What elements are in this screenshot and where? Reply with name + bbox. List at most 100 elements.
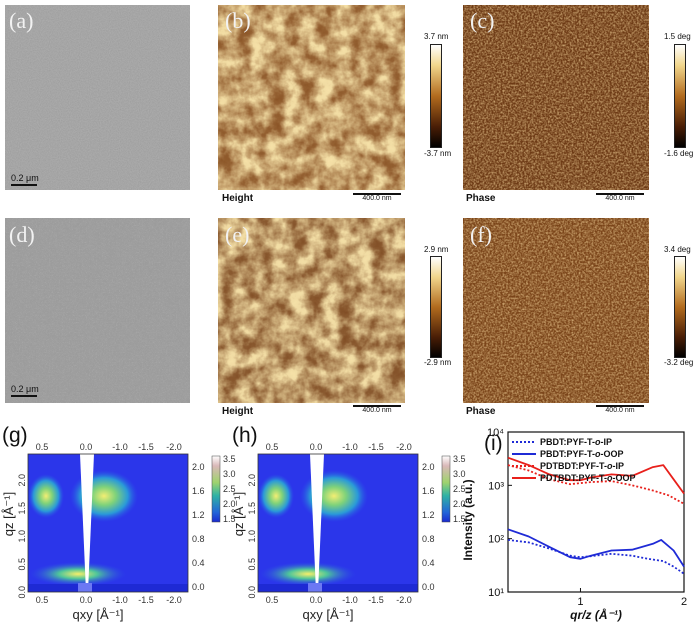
- caption-f: Phase: [466, 406, 496, 417]
- top-tick: -1.5: [368, 442, 384, 452]
- scalebar-e: 400.0 nm: [353, 404, 401, 414]
- colorbar-c: [674, 44, 686, 148]
- series-line-2: [507, 464, 685, 505]
- colorbar-f-max: 3.4 deg: [664, 245, 691, 254]
- top-tick: -2.0: [166, 442, 182, 452]
- scalebar-d: 0.2 μm: [11, 384, 39, 397]
- afm-phase-image-f: [463, 218, 649, 403]
- colorbar: [211, 455, 221, 523]
- colorbar-tick: 2.5: [453, 484, 466, 494]
- panel-label-f: (f): [470, 222, 492, 247]
- y-tick-label: 10⁴: [487, 427, 504, 439]
- scalebar-c-text: 400.0 nm: [605, 195, 635, 202]
- colorbar-tick: 1.5: [453, 514, 466, 524]
- series-line-0: [507, 539, 685, 575]
- series-line-3: [507, 456, 685, 495]
- left-tick: 0.5: [17, 558, 27, 571]
- panel-label-a: (a): [9, 8, 34, 33]
- colorbar-tick: 2.5: [223, 484, 236, 494]
- bottom-tick: -1.0: [342, 595, 358, 605]
- scalebar-e-text: 400.0 nm: [362, 407, 392, 414]
- missing-wedge: [310, 454, 324, 592]
- colorbar-b-min: -3.7 nm: [424, 149, 452, 158]
- caption-b: Height: [222, 193, 254, 204]
- afm-phase-image-c: [463, 5, 649, 190]
- right-tick: 2.0: [192, 462, 205, 472]
- colorbar-c-max: 1.5 deg: [664, 32, 691, 41]
- bottom-tick: -1.0: [112, 595, 128, 605]
- scalebar-b-text: 400.0 nm: [362, 195, 392, 202]
- x-axis-label: qxy [Å⁻¹]: [303, 607, 354, 622]
- afm-height-image-e: [218, 218, 405, 403]
- top-tick: -1.0: [342, 442, 358, 452]
- bottom-tick: 0.5: [266, 595, 279, 605]
- left-tick: 0.0: [17, 586, 27, 599]
- x-tick-label: 2: [681, 596, 687, 608]
- y-tick-label: 10²: [488, 534, 504, 546]
- y-axis-label: qz [Å⁻¹]: [1, 492, 16, 536]
- colorbar-tick: 3.5: [223, 454, 236, 464]
- series-line-1: [507, 528, 685, 568]
- left-tick: 1.5: [247, 502, 257, 515]
- right-tick: 1.2: [192, 510, 205, 520]
- horizon-band: [258, 584, 418, 592]
- caption-c: Phase: [466, 193, 496, 204]
- left-tick: 1.0: [247, 530, 257, 543]
- beamstop: [78, 583, 92, 592]
- bottom-tick: 0.5: [36, 595, 49, 605]
- missing-wedge: [80, 454, 94, 592]
- colorbar-tick: 3.0: [453, 469, 466, 479]
- colorbar-f: [674, 256, 686, 358]
- colorbar: [441, 455, 451, 523]
- diffraction-lobe-right: [70, 470, 138, 522]
- plot-frame: [257, 453, 419, 593]
- colorbar-tick: 3.5: [453, 454, 466, 464]
- colorbar-e-min: -2.9 nm: [424, 358, 452, 367]
- top-tick: 0.0: [310, 442, 323, 452]
- colorbar-tick: 3.0: [223, 469, 236, 479]
- right-tick: 1.2: [422, 510, 435, 520]
- panel-label-h: (h): [232, 424, 258, 447]
- bottom-tick: 0.0: [80, 595, 93, 605]
- top-tick: 0.5: [36, 442, 49, 452]
- diffraction-ring-bottom: [260, 562, 356, 586]
- left-tick: 0.5: [247, 558, 257, 571]
- plot-frame: [507, 431, 685, 593]
- y-axis-label: qz [Å⁻¹]: [231, 492, 246, 536]
- panel-label-b: (b): [225, 8, 251, 33]
- bottom-tick: -1.5: [138, 595, 154, 605]
- y-axis-label: Intensity (a.u.): [461, 479, 475, 560]
- scalebar-a: 0.2 μm: [11, 173, 39, 186]
- x-axis-label: qxy [Å⁻¹]: [73, 607, 124, 622]
- right-tick: 1.6: [192, 486, 205, 496]
- right-tick: 0.8: [192, 534, 205, 544]
- legend-entry: PBDT:PYF-T-o-OOP: [540, 449, 624, 459]
- horizon-band: [28, 584, 188, 592]
- left-tick: 2.0: [247, 474, 257, 487]
- panel-label-e: (e): [225, 222, 250, 247]
- diffraction-lobe-left: [258, 474, 294, 518]
- right-tick: 0.4: [192, 558, 205, 568]
- right-tick: 1.6: [422, 486, 435, 496]
- afm-height-image-b: [218, 5, 405, 190]
- panel-label-i: (i): [484, 432, 503, 455]
- panel-label-d: (d): [9, 222, 35, 247]
- left-tick: 1.5: [17, 502, 27, 515]
- caption-e: Height: [222, 406, 254, 417]
- colorbar-f-min: -3.2 deg: [664, 358, 694, 367]
- legend-entry: PBDT:PYF-T-o-IP: [540, 437, 612, 447]
- colorbar-tick: 2.0: [453, 499, 466, 509]
- right-tick: 0.0: [422, 582, 435, 592]
- beamstop: [308, 583, 322, 592]
- top-tick: -1.0: [112, 442, 128, 452]
- tem-image-a: [5, 5, 190, 190]
- scalebar-d-text: 0.2 μm: [11, 384, 39, 394]
- left-tick: 0.0: [247, 586, 257, 599]
- intensity-line-chart: (i) 10¹ 10² 10³ 10⁴ 1 2 qr/z (Å⁻¹) Intensity (a.…: [461, 427, 687, 622]
- x-axis-label: qr/z (Å⁻¹): [570, 608, 622, 622]
- bottom-tick: -1.5: [368, 595, 384, 605]
- top-tick: 0.0: [80, 442, 93, 452]
- colorbar-b-max: 3.7 nm: [424, 32, 449, 41]
- plot-frame: [27, 453, 189, 593]
- left-tick: 1.0: [17, 530, 27, 543]
